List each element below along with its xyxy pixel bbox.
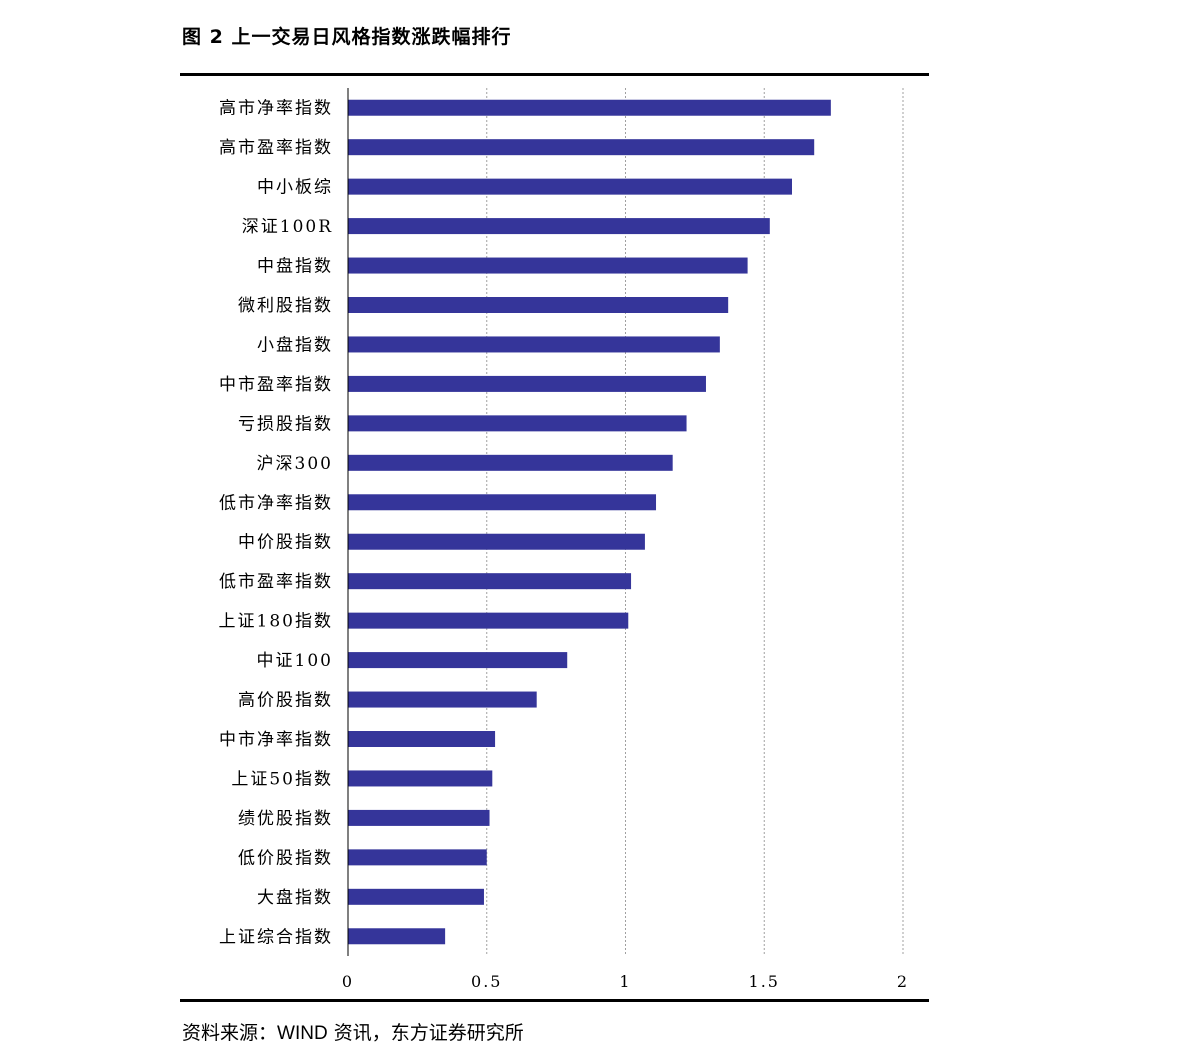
- bar: [348, 809, 490, 826]
- category-label: 低市净率指数: [219, 493, 333, 513]
- category-label: 大盘指数: [257, 888, 333, 908]
- bar: [348, 336, 720, 353]
- bar: [348, 731, 496, 747]
- category-label: 上证180指数: [219, 612, 333, 632]
- x-tick-labels: 0 0.5 1 1.5 2: [342, 972, 909, 991]
- category-label: 绩优股指数: [238, 809, 333, 829]
- bar: [348, 533, 645, 550]
- bars: [348, 99, 831, 945]
- bar: [348, 770, 493, 787]
- category-label: 中小板综: [257, 178, 333, 198]
- x-tick-label: 1: [619, 972, 631, 991]
- category-label: 高市盈率指数: [219, 138, 333, 158]
- source-prefix: 资料来源：: [182, 1022, 278, 1044]
- bar: [348, 928, 446, 945]
- category-label: 中证100: [257, 651, 333, 671]
- bar: [348, 139, 815, 156]
- bar: [348, 415, 687, 432]
- source-suffix: 资讯，东方证券研究所: [327, 1022, 524, 1044]
- bar: [348, 652, 568, 669]
- bottom-rule: [180, 999, 929, 1002]
- bar: [348, 297, 729, 313]
- bar: [348, 178, 792, 195]
- category-label: 上证50指数: [231, 769, 333, 789]
- bar: [348, 849, 487, 866]
- category-label: 小盘指数: [257, 335, 333, 355]
- category-label: 低市盈率指数: [219, 572, 333, 592]
- bar: [348, 218, 770, 235]
- source-note: 资料来源：WIND 资讯，东方证券研究所: [182, 1018, 524, 1045]
- source-provider: WIND: [277, 1023, 328, 1044]
- x-tick-label: 0.5: [471, 972, 502, 991]
- bar: [348, 454, 673, 471]
- category-label: 深证100R: [242, 217, 333, 237]
- bar: [348, 888, 484, 905]
- bar: [348, 612, 629, 629]
- top-rule: [180, 73, 929, 76]
- category-label: 中市盈率指数: [219, 375, 333, 395]
- x-tick-label: 0: [342, 972, 354, 991]
- bar: [348, 375, 706, 392]
- category-label: 中市净率指数: [219, 730, 333, 750]
- category-label: 亏损股指数: [238, 414, 333, 434]
- category-label: 高价股指数: [238, 691, 333, 711]
- bar: [348, 691, 537, 708]
- x-tick-label: 2: [897, 972, 909, 991]
- figure-title: 图 2 上一交易日风格指数涨跌幅排行: [182, 26, 512, 48]
- category-label: 上证综合指数: [219, 927, 333, 947]
- category-label: 中价股指数: [238, 533, 333, 553]
- category-label: 微利股指数: [238, 296, 333, 316]
- category-label: 沪深300: [257, 454, 333, 474]
- category-label: 低价股指数: [238, 848, 333, 868]
- x-tick-label: 1.5: [749, 972, 780, 991]
- bar: [348, 257, 748, 274]
- category-label: 高市净率指数: [219, 99, 333, 119]
- bar: [348, 99, 831, 116]
- category-label: 中盘指数: [257, 257, 333, 277]
- bar: [348, 573, 632, 590]
- bar: [348, 494, 657, 511]
